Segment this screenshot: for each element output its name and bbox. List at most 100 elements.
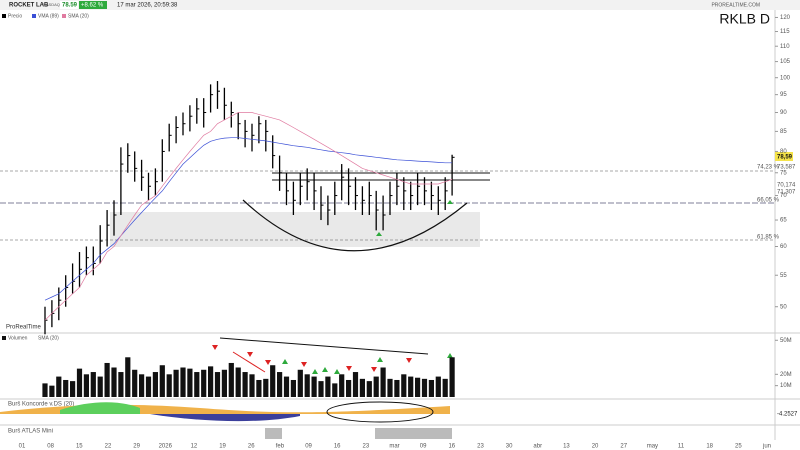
volume-bar: [104, 362, 110, 397]
legend-label: Volumen: [8, 335, 28, 341]
volume-bar: [346, 379, 352, 397]
x-tick-label: 15: [76, 444, 83, 450]
legend-swatch: [2, 336, 6, 340]
volume-bar: [42, 383, 48, 397]
x-tick-label: 27: [620, 444, 627, 450]
x-tick-label: 25: [735, 444, 742, 450]
legend-label: SMA (20): [38, 335, 59, 341]
ma-line: [44, 137, 453, 301]
volume-bar: [242, 372, 248, 397]
koncorde-area: [60, 402, 140, 414]
volume-bar: [270, 365, 276, 397]
y-tick-label: 50: [780, 304, 787, 310]
change-box: [79, 1, 107, 9]
volume-bar: [249, 374, 255, 397]
level-label: 73,587: [777, 165, 796, 171]
x-tick-label: abr: [533, 444, 542, 450]
y-tick-label: 60: [780, 244, 787, 250]
y-tick-label: 105: [780, 59, 791, 65]
koncorde-area: [150, 414, 300, 422]
y-tick-label: 10M: [780, 383, 792, 389]
x-tick-label: 12: [191, 444, 198, 450]
legend-label: VMA (89): [38, 13, 59, 19]
zone: [110, 212, 480, 247]
y-tick-label: 50M: [780, 338, 792, 344]
volume-bar: [318, 381, 324, 397]
level-label: 66,05 %: [757, 198, 780, 204]
volume-bar: [435, 376, 441, 397]
volume-bar: [415, 377, 421, 397]
volume-bar: [208, 366, 214, 397]
x-tick-label: 23: [477, 444, 484, 450]
indicator-value: -4.2527: [777, 412, 798, 418]
x-tick-label: jun: [762, 444, 771, 450]
volume-bar: [152, 372, 158, 397]
indicator-title: Burš Koncorde v.DS (20): [8, 402, 74, 408]
level-label: 74,23 %: [757, 165, 780, 171]
x-tick-label: 30: [506, 444, 513, 450]
volume-bar: [90, 372, 96, 397]
volume-bar: [311, 376, 317, 397]
legend-label: SMA (20): [68, 13, 89, 19]
instrument[interactable]: ROCKET LAB: [9, 3, 49, 9]
y-tick-label: 100: [780, 75, 791, 81]
y-tick-label: 115: [780, 29, 790, 35]
volume-bar: [83, 374, 89, 397]
level-label: 70,174: [777, 183, 796, 189]
atlas-bars: [265, 428, 282, 439]
x-tick-label: 29: [133, 444, 140, 450]
last-box: [60, 1, 78, 9]
volume-bar: [166, 374, 172, 397]
level-label: 71,307: [777, 190, 796, 196]
x-tick-label: 19: [219, 444, 226, 450]
annotation-labels: 78,59 74,23 % 73,587 70,174 71,307 66,05…: [757, 152, 796, 241]
x-tick-label: 16: [448, 444, 455, 450]
timestamp: 17 mar 2026, 20:59:38: [117, 3, 178, 9]
volume-bar: [76, 368, 83, 397]
y-tick-label: 65: [780, 218, 787, 224]
x-tick-label: may: [647, 444, 658, 450]
volume-bar: [352, 372, 359, 397]
volume-bar: [408, 376, 414, 397]
volume-bar: [180, 367, 186, 397]
volume-bar: [159, 365, 165, 397]
legend-swatch: [32, 14, 36, 18]
x-tick-label: 26: [248, 444, 255, 450]
x-tick-label: 13: [563, 444, 570, 450]
volume-bar: [442, 378, 448, 397]
symbol: RKLB D: [719, 11, 770, 27]
volume-bar: [187, 368, 193, 397]
x-tick-label: feb: [276, 444, 285, 450]
x-tick-label: 08: [47, 444, 54, 450]
volume-bar: [366, 381, 372, 397]
cup-pattern: [242, 199, 468, 252]
price-label: [775, 152, 793, 161]
y-tick-label: 120: [780, 15, 791, 21]
top-bar: [0, 0, 800, 10]
legend-label: Precio: [8, 13, 22, 19]
volume-bar: [132, 369, 138, 397]
y-tick-label: 80: [780, 149, 787, 155]
brand: PROREALTIME.COM: [711, 2, 760, 8]
trend-line: [232, 351, 266, 373]
volume-bar: [297, 369, 303, 397]
y-tick-label: 75: [780, 170, 787, 176]
legend-swatch: [62, 14, 66, 18]
x-tick-label: 11: [678, 444, 685, 450]
x-tick-label: 16: [334, 444, 341, 450]
x-tick-label: 09: [305, 444, 312, 450]
volume-bar: [49, 385, 55, 397]
last-price: 78.59: [62, 3, 78, 9]
volume-bar: [283, 376, 290, 397]
volume-bar: [111, 367, 117, 397]
buy-arrow: [282, 353, 453, 374]
volume-bar: [194, 372, 200, 397]
volume-bar: [235, 367, 241, 397]
x-tick-label: 22: [105, 444, 112, 450]
volume-bar: [421, 378, 428, 397]
volume-bar: [97, 376, 103, 397]
atlas-bars: [375, 428, 452, 439]
indicator-title: Burš ATLAS Mini: [8, 429, 53, 435]
volume-bar: [304, 374, 310, 397]
volume-bar: [173, 369, 179, 397]
